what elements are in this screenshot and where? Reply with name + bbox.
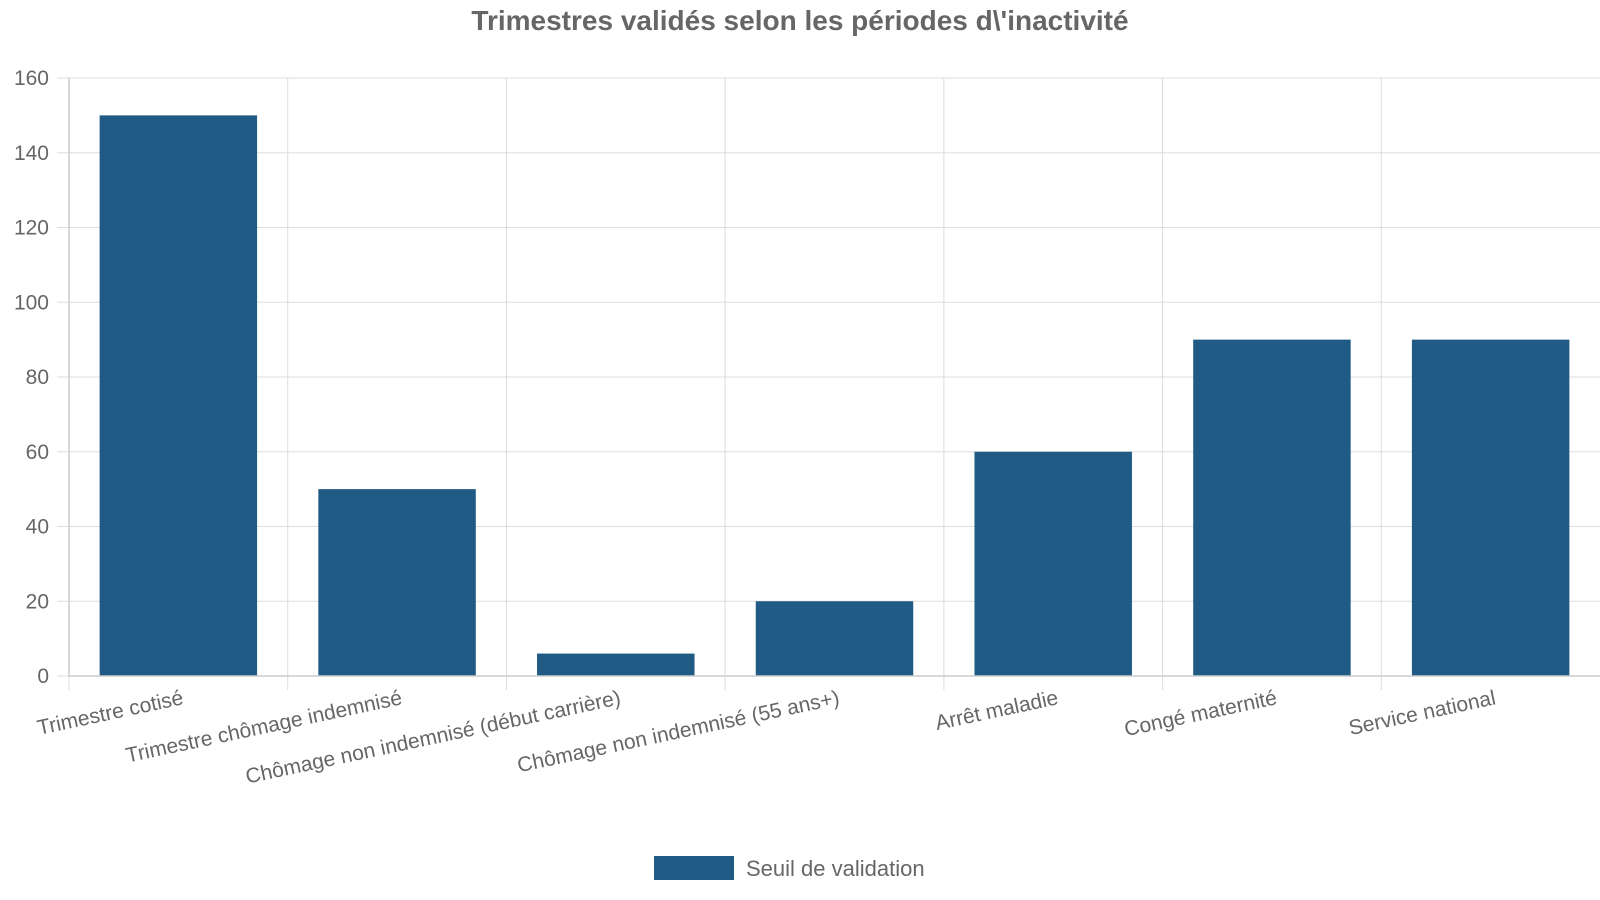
bar xyxy=(974,451,1132,676)
y-tick-label: 160 xyxy=(14,67,49,90)
y-tick-label: 0 xyxy=(37,665,49,688)
x-category-label: Service national xyxy=(1347,686,1498,740)
bar xyxy=(1193,339,1351,676)
bar xyxy=(537,653,695,676)
y-tick-label: 20 xyxy=(26,590,49,613)
bar xyxy=(99,115,258,676)
bar xyxy=(318,489,476,676)
bar xyxy=(1411,339,1570,676)
legend: Seuil de validation xyxy=(654,856,925,881)
y-tick-label: 140 xyxy=(14,142,49,165)
y-tick-label: 120 xyxy=(14,217,49,240)
x-category-label: Congé maternité xyxy=(1122,686,1279,741)
x-category-label: Arrêt maladie xyxy=(933,686,1060,734)
y-tick-label: 80 xyxy=(26,366,49,389)
bar xyxy=(755,601,914,676)
y-tick-label: 40 xyxy=(26,516,49,539)
legend-label: Seuil de validation xyxy=(746,856,925,881)
grid xyxy=(57,77,1600,690)
bars xyxy=(99,115,1570,676)
chart-title: Trimestres validés selon les périodes d\… xyxy=(471,5,1128,36)
x-category-label: Trimestre cotisé xyxy=(35,686,185,739)
y-tick-label: 100 xyxy=(14,291,49,314)
legend-swatch xyxy=(654,856,734,880)
y-tick-label: 60 xyxy=(26,441,49,464)
x-category-label: Chômage non indemnisé (début carrière) xyxy=(244,686,623,788)
